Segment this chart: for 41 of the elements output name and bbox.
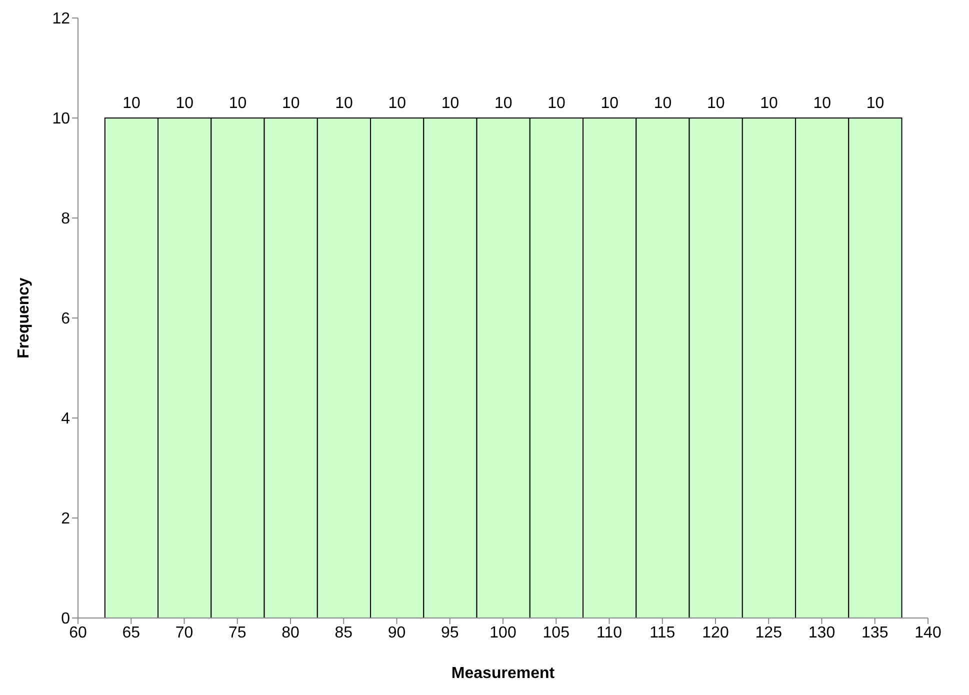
x-tick-label: 105 [542, 624, 570, 642]
data-label: 10 [335, 95, 353, 112]
data-label: 10 [494, 95, 512, 112]
data-label: 10 [441, 95, 460, 112]
y-tick-label: 6 [61, 310, 70, 328]
data-label: 10 [228, 95, 247, 112]
x-tick-label: 65 [122, 624, 140, 642]
data-label: 10 [706, 95, 725, 112]
y-tick-label: 2 [61, 510, 70, 528]
x-tick-label: 115 [650, 624, 676, 642]
y-tick-label: 12 [52, 10, 70, 28]
data-label: 10 [813, 95, 832, 112]
x-tick-label: 95 [440, 624, 459, 642]
data-label: 10 [122, 95, 140, 112]
data-label: 10 [388, 95, 406, 112]
data-label: 10 [866, 95, 884, 112]
x-tick-label: 85 [334, 624, 353, 642]
y-tick-label: 4 [61, 410, 70, 428]
x-tick-label: 135 [862, 624, 888, 642]
x-tick-label: 90 [388, 624, 406, 642]
x-tick-label: 125 [755, 624, 782, 642]
data-label: 10 [760, 95, 778, 112]
x-tick-label: 80 [282, 624, 300, 642]
data-label: 10 [600, 95, 619, 112]
data-label: 10 [654, 95, 672, 112]
x-tick-label: 100 [490, 624, 516, 642]
data-label: 10 [282, 95, 300, 112]
x-tick-label: 70 [175, 624, 194, 642]
x-tick-label: 120 [702, 624, 729, 642]
y-tick-label: 8 [61, 210, 70, 228]
y-axis-title: Frequency [16, 277, 33, 358]
x-tick-label: 140 [914, 624, 942, 642]
x-axis-title: Measurement [451, 665, 556, 682]
x-tick-label: 75 [228, 624, 246, 642]
data-label: 10 [548, 95, 566, 112]
x-tick-label: 110 [596, 624, 622, 642]
data-label: 10 [176, 95, 194, 112]
x-tick-label: 60 [69, 624, 87, 642]
y-tick-label: 10 [52, 110, 70, 128]
y-tick-label: 0 [61, 610, 70, 628]
x-tick-label: 130 [808, 624, 836, 642]
